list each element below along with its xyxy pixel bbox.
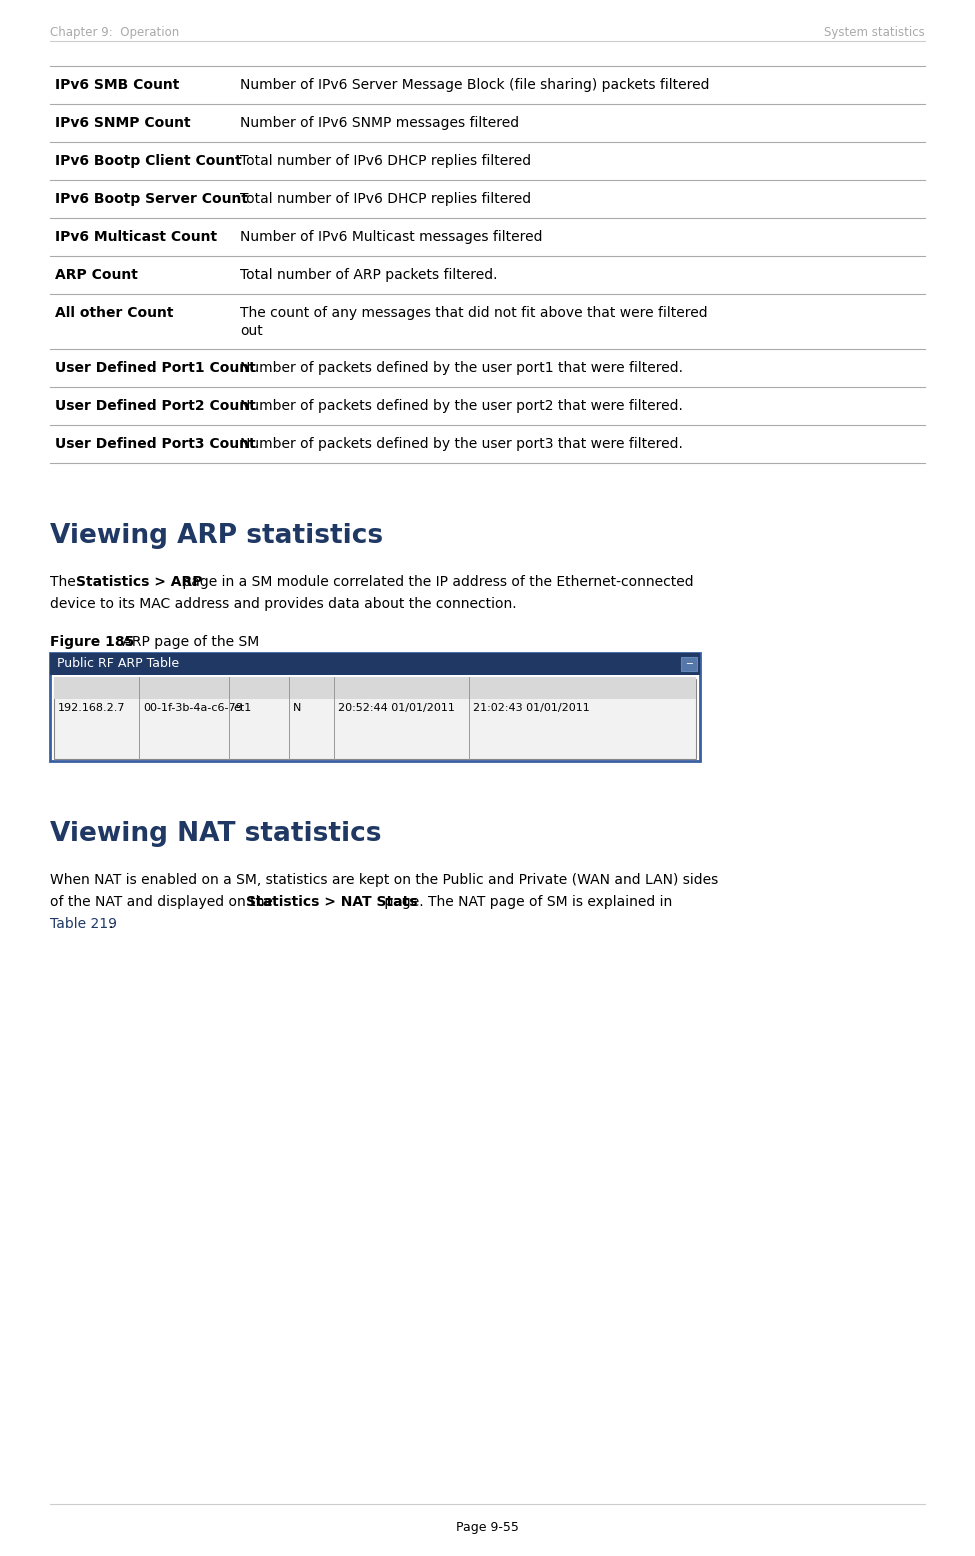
- Text: The count of any messages that did not fit above that were filtered: The count of any messages that did not f…: [240, 307, 708, 321]
- Bar: [54, 678, 696, 759]
- Text: IPv6 Multicast Count: IPv6 Multicast Count: [55, 230, 217, 244]
- Bar: [681, 657, 697, 671]
- Text: ARP Count: ARP Count: [55, 268, 137, 282]
- Text: 00-1f-3b-4a-c6-79: 00-1f-3b-4a-c6-79: [143, 703, 243, 713]
- Text: N: N: [293, 703, 301, 713]
- Text: IPv6 Bootp Server Count: IPv6 Bootp Server Count: [55, 191, 248, 205]
- Text: Create Time: Create Time: [338, 682, 406, 691]
- Text: When NAT is enabled on a SM, statistics are kept on the Public and Private (WAN : When NAT is enabled on a SM, statistics …: [50, 873, 719, 887]
- Text: The: The: [50, 576, 80, 590]
- Text: Figure 185: Figure 185: [50, 635, 135, 649]
- Text: User Defined Port2 Count: User Defined Port2 Count: [55, 398, 255, 412]
- Text: et1: et1: [233, 703, 252, 713]
- Bar: [54, 677, 696, 699]
- Text: Number of IPv6 Server Message Block (file sharing) packets filtered: Number of IPv6 Server Message Block (fil…: [240, 78, 710, 92]
- Text: Number of packets defined by the user port1 that were filtered.: Number of packets defined by the user po…: [240, 361, 683, 375]
- Text: Number of IPv6 SNMP messages filtered: Number of IPv6 SNMP messages filtered: [240, 117, 519, 131]
- Text: User Defined Port1 Count: User Defined Port1 Count: [55, 361, 255, 375]
- Text: Statistics > NAT Stats: Statistics > NAT Stats: [246, 895, 417, 909]
- Text: Table 219: Table 219: [50, 916, 117, 930]
- Text: IPv6 SNMP Count: IPv6 SNMP Count: [55, 117, 191, 131]
- Text: Viewing ARP statistics: Viewing ARP statistics: [50, 523, 383, 549]
- Text: Number of packets defined by the user port2 that were filtered.: Number of packets defined by the user po…: [240, 398, 682, 412]
- Text: .: .: [108, 916, 112, 930]
- Text: Public RF ARP Table: Public RF ARP Table: [57, 657, 179, 671]
- Bar: [50, 654, 700, 675]
- FancyBboxPatch shape: [50, 654, 700, 761]
- Text: Chapter 9:  Operation: Chapter 9: Operation: [50, 26, 179, 39]
- Text: 21:02:43 01/01/2011: 21:02:43 01/01/2011: [473, 703, 590, 713]
- Text: page. The NAT page of SM is explained in: page. The NAT page of SM is explained in: [380, 895, 672, 909]
- Text: ─: ─: [686, 660, 692, 669]
- Text: 192.168.2.7: 192.168.2.7: [58, 703, 126, 713]
- Text: of the NAT and displayed on the: of the NAT and displayed on the: [50, 895, 277, 909]
- Text: User Defined Port3 Count: User Defined Port3 Count: [55, 437, 255, 451]
- Text: Number of packets defined by the user port3 that were filtered.: Number of packets defined by the user po…: [240, 437, 682, 451]
- Text: Interface: Interface: [233, 682, 283, 691]
- Text: IP Address: IP Address: [58, 682, 116, 691]
- Text: Viewing NAT statistics: Viewing NAT statistics: [50, 822, 381, 846]
- Text: System statistics: System statistics: [824, 26, 925, 39]
- Text: ARP page of the SM: ARP page of the SM: [118, 635, 259, 649]
- Text: All other Count: All other Count: [55, 307, 174, 321]
- Text: IPv6 SMB Count: IPv6 SMB Count: [55, 78, 179, 92]
- Text: Total number of IPv6 DHCP replies filtered: Total number of IPv6 DHCP replies filter…: [240, 154, 531, 168]
- Text: Page 9-55: Page 9-55: [456, 1522, 519, 1534]
- Text: Statistics > ARP: Statistics > ARP: [76, 576, 203, 590]
- Text: device to its MAC address and provides data about the connection.: device to its MAC address and provides d…: [50, 598, 517, 612]
- Text: page in a SM module correlated the IP address of the Ethernet-connected: page in a SM module correlated the IP ad…: [178, 576, 693, 590]
- Text: Last Time: Last Time: [473, 682, 527, 691]
- Text: IPv6 Bootp Client Count: IPv6 Bootp Client Count: [55, 154, 242, 168]
- Text: Total number of IPv6 DHCP replies filtered: Total number of IPv6 DHCP replies filter…: [240, 191, 531, 205]
- Text: out: out: [240, 324, 262, 338]
- Text: Number of IPv6 Multicast messages filtered: Number of IPv6 Multicast messages filter…: [240, 230, 542, 244]
- Text: Total number of ARP packets filtered.: Total number of ARP packets filtered.: [240, 268, 497, 282]
- Text: 20:52:44 01/01/2011: 20:52:44 01/01/2011: [338, 703, 455, 713]
- Text: Physical Address: Physical Address: [143, 682, 236, 691]
- Text: Pending: Pending: [293, 682, 338, 691]
